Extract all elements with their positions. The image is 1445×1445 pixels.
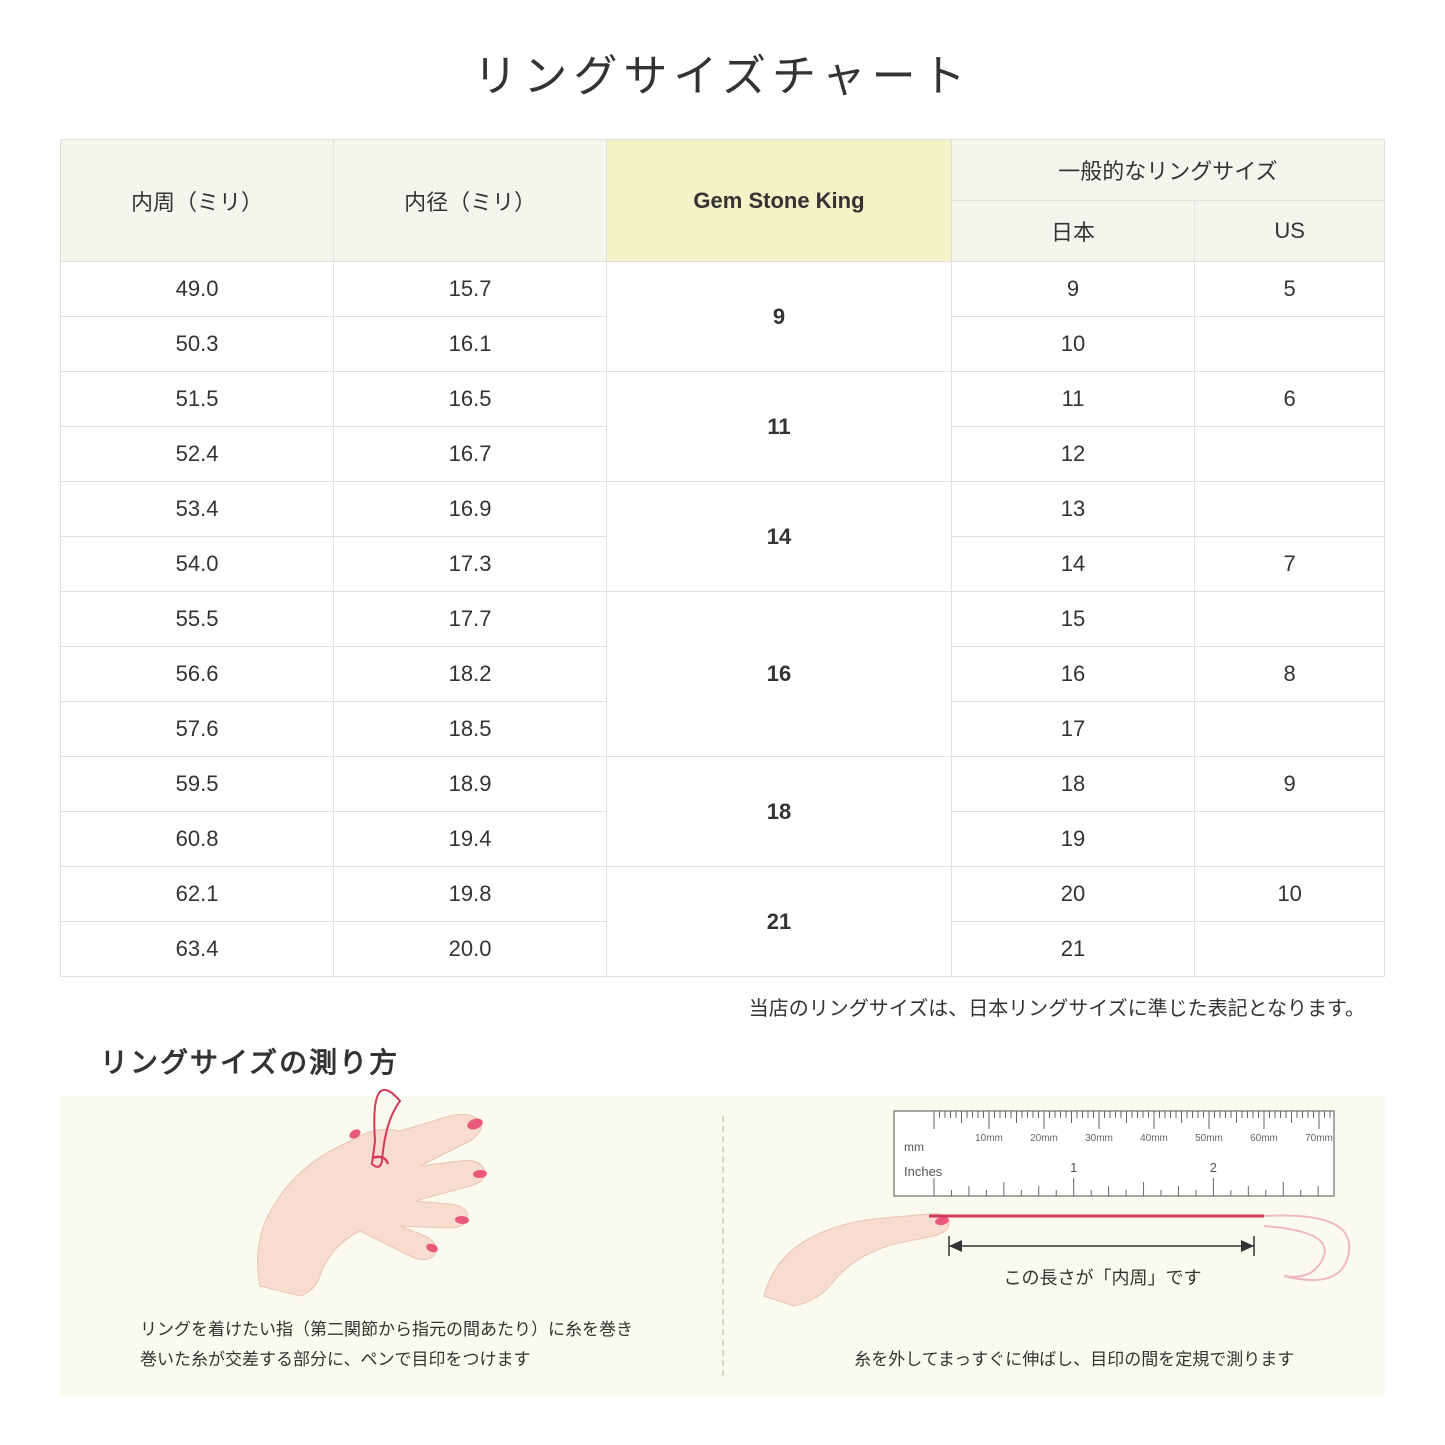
cell-japan: 18	[951, 757, 1194, 812]
cell-circumference: 54.0	[61, 537, 334, 592]
ruler-measure-icon: mm Inches 10mm 20mm 30mm 40mm 50mm 60mm 70mm 1 2	[754, 1096, 1374, 1326]
cell-circumference: 63.4	[61, 922, 334, 977]
cell-diameter: 19.8	[334, 867, 607, 922]
cell-diameter: 17.3	[334, 537, 607, 592]
instruction-area: リングを着けたい指（第二関節から指元の間あたり）に糸を巻き 巻いた糸が交差する部…	[60, 1096, 1385, 1396]
cell-us	[1195, 922, 1385, 977]
cell-japan: 13	[951, 482, 1194, 537]
cell-circumference: 51.5	[61, 372, 334, 427]
cell-japan: 16	[951, 647, 1194, 702]
cell-japan: 21	[951, 922, 1194, 977]
cell-diameter: 16.9	[334, 482, 607, 537]
cell-diameter: 20.0	[334, 922, 607, 977]
cell-circumference: 59.5	[61, 757, 334, 812]
cell-us: 6	[1195, 372, 1385, 427]
cell-diameter: 16.5	[334, 372, 607, 427]
svg-text:60mm: 60mm	[1250, 1133, 1278, 1144]
cell-circumference: 57.6	[61, 702, 334, 757]
cell-diameter: 19.4	[334, 812, 607, 867]
header-circumference: 内周（ミリ）	[61, 140, 334, 262]
cell-circumference: 50.3	[61, 317, 334, 372]
cell-us: 7	[1195, 537, 1385, 592]
svg-text:70mm: 70mm	[1305, 1133, 1333, 1144]
cell-diameter: 16.1	[334, 317, 607, 372]
table-row: 55.517.71615	[61, 592, 1385, 647]
cell-circumference: 55.5	[61, 592, 334, 647]
cell-us: 10	[1195, 867, 1385, 922]
cell-japan: 14	[951, 537, 1194, 592]
cell-us	[1195, 427, 1385, 482]
cell-gem: 9	[607, 262, 952, 372]
svg-text:30mm: 30mm	[1085, 1133, 1113, 1144]
svg-text:40mm: 40mm	[1140, 1133, 1168, 1144]
instruction-text-left: リングを着けたい指（第二関節から指元の間あたり）に糸を巻き 巻いた糸が交差する部…	[140, 1315, 682, 1376]
table-row: 49.015.7995	[61, 262, 1385, 317]
instruction-text-right: 糸を外してまっすぐに伸ばし、目印の間を定規で測ります	[804, 1345, 1346, 1376]
cell-japan: 11	[951, 372, 1194, 427]
table-row: 51.516.511116	[61, 372, 1385, 427]
measure-subtitle: リングサイズの測り方	[100, 1041, 1385, 1081]
header-japan: 日本	[951, 201, 1194, 262]
cell-gem: 14	[607, 482, 952, 592]
instruction-panel-right: mm Inches 10mm 20mm 30mm 40mm 50mm 60mm 70mm 1 2…	[724, 1096, 1386, 1396]
cell-japan: 12	[951, 427, 1194, 482]
cell-circumference: 62.1	[61, 867, 334, 922]
header-gem: Gem Stone King	[607, 140, 952, 262]
cell-us	[1195, 317, 1385, 372]
cell-gem: 21	[607, 867, 952, 977]
cell-circumference: 56.6	[61, 647, 334, 702]
cell-circumference: 53.4	[61, 482, 334, 537]
svg-text:20mm: 20mm	[1030, 1133, 1058, 1144]
cell-gem: 16	[607, 592, 952, 757]
ruler-inches-label: Inches	[904, 1164, 943, 1179]
cell-us: 5	[1195, 262, 1385, 317]
cell-diameter: 15.7	[334, 262, 607, 317]
cell-japan: 20	[951, 867, 1194, 922]
cell-circumference: 49.0	[61, 262, 334, 317]
cell-us	[1195, 482, 1385, 537]
header-us: US	[1195, 201, 1385, 262]
cell-us	[1195, 592, 1385, 647]
table-row: 53.416.91413	[61, 482, 1385, 537]
cell-us: 8	[1195, 647, 1385, 702]
cell-us	[1195, 702, 1385, 757]
header-general: 一般的なリングサイズ	[951, 140, 1384, 201]
cell-diameter: 17.7	[334, 592, 607, 647]
cell-diameter: 18.2	[334, 647, 607, 702]
svg-text:1: 1	[1070, 1160, 1077, 1175]
cell-japan: 15	[951, 592, 1194, 647]
cell-japan: 17	[951, 702, 1194, 757]
cell-gem: 11	[607, 372, 952, 482]
page-title: リングサイズチャート	[60, 40, 1385, 104]
cell-diameter: 18.9	[334, 757, 607, 812]
table-row: 62.119.8212010	[61, 867, 1385, 922]
instruction-panel-left: リングを着けたい指（第二関節から指元の間あたり）に糸を巻き 巻いた糸が交差する部…	[60, 1096, 722, 1396]
ruler-length-label: この長さが「内周」です	[1004, 1264, 1202, 1290]
cell-gem: 18	[607, 757, 952, 867]
cell-japan: 9	[951, 262, 1194, 317]
cell-diameter: 18.5	[334, 702, 607, 757]
header-diameter: 内径（ミリ）	[334, 140, 607, 262]
cell-circumference: 52.4	[61, 427, 334, 482]
cell-diameter: 16.7	[334, 427, 607, 482]
ruler-mm-label: mm	[904, 1140, 924, 1154]
cell-us: 9	[1195, 757, 1385, 812]
hand-wrap-icon	[200, 1086, 560, 1306]
svg-text:2: 2	[1209, 1160, 1216, 1175]
svg-text:50mm: 50mm	[1195, 1133, 1223, 1144]
table-note: 当店のリングサイズは、日本リングサイズに準じた表記となります。	[60, 992, 1385, 1021]
svg-text:10mm: 10mm	[975, 1133, 1003, 1144]
cell-japan: 10	[951, 317, 1194, 372]
table-row: 59.518.918189	[61, 757, 1385, 812]
cell-circumference: 60.8	[61, 812, 334, 867]
cell-japan: 19	[951, 812, 1194, 867]
size-chart-table: 内周（ミリ） 内径（ミリ） Gem Stone King 一般的なリングサイズ …	[60, 139, 1385, 977]
cell-us	[1195, 812, 1385, 867]
